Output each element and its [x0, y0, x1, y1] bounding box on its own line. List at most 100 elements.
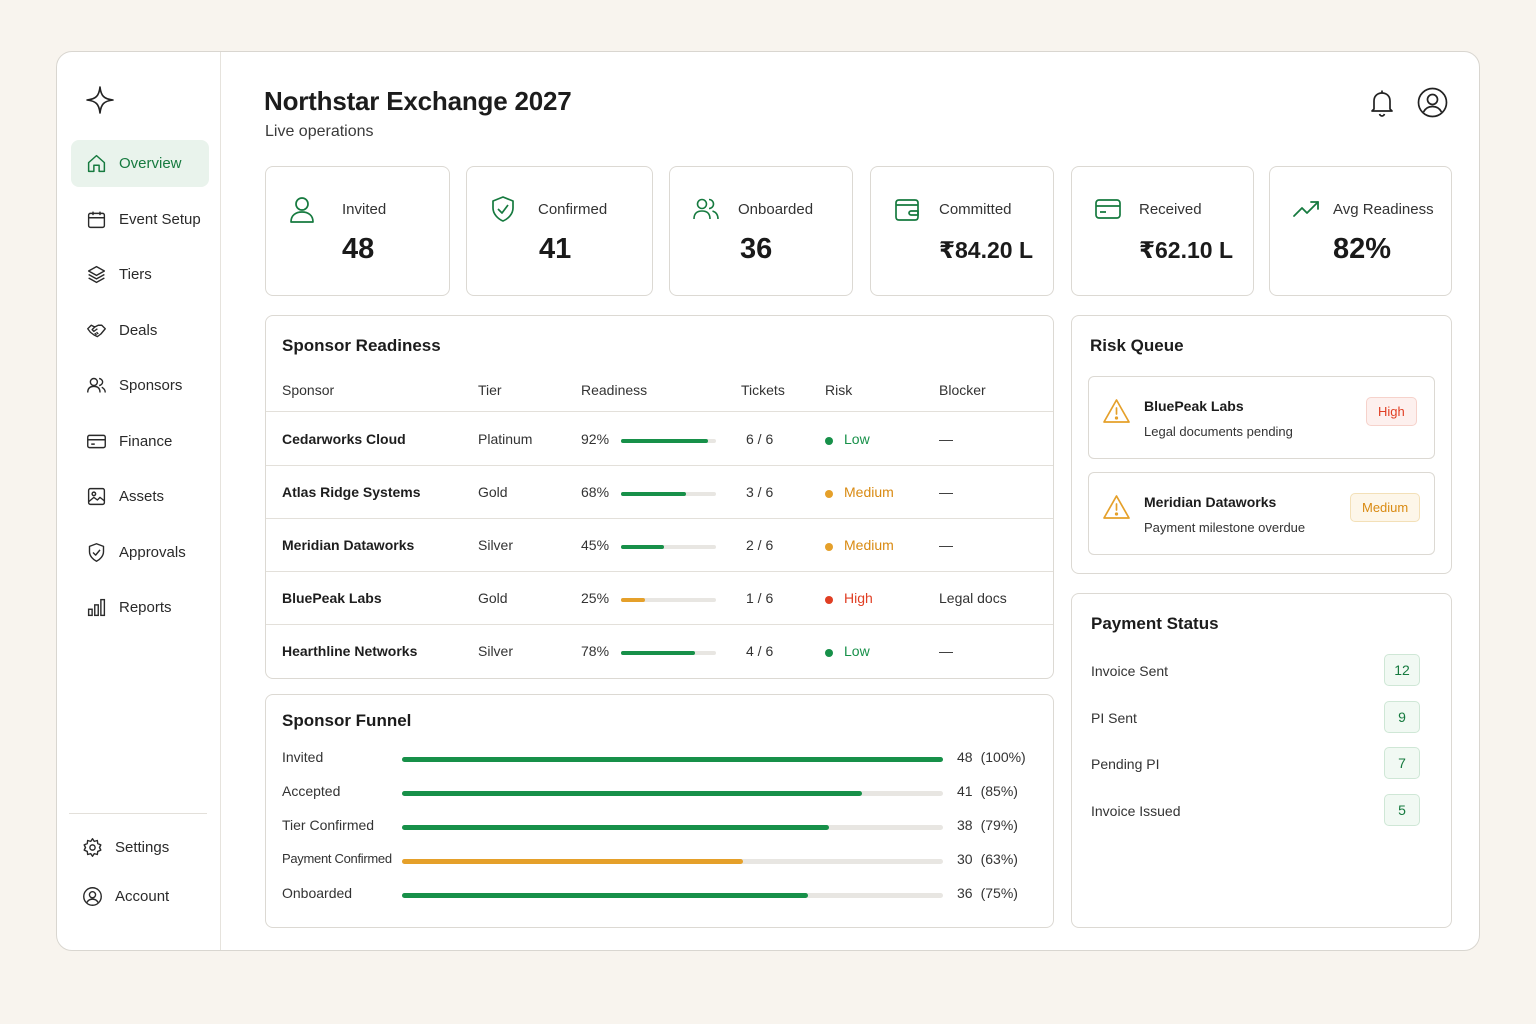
risk-item-name: BluePeak Labs: [1144, 398, 1244, 414]
funnel-stage-label: Accepted: [282, 783, 341, 799]
funnel-bar-fill: [402, 791, 862, 796]
sidebar-item-account[interactable]: Account: [69, 873, 209, 920]
column-header[interactable]: Readiness: [581, 382, 648, 398]
user-icon: [290, 197, 314, 223]
funnel-bar-fill: [402, 893, 808, 898]
risk-level: High: [844, 590, 873, 606]
blocker-text: Legal docs: [939, 590, 1007, 606]
sidebar-item-approvals[interactable]: Approvals: [71, 529, 209, 576]
funnel-bar-track: [402, 893, 943, 898]
sparkle-icon[interactable]: [85, 85, 115, 115]
warning-icon: [1103, 495, 1130, 519]
sidebar-item-finance[interactable]: Finance: [71, 418, 209, 465]
sponsor-name: Cedarworks Cloud: [282, 431, 406, 447]
sidebar-item-settings[interactable]: Settings: [69, 824, 209, 871]
ticket-count: 1 / 6: [746, 590, 774, 606]
risk-level: Medium: [844, 537, 894, 553]
column-header[interactable]: Blocker: [939, 382, 986, 398]
column-header[interactable]: Tier: [478, 382, 502, 398]
user-avatar-icon[interactable]: [1417, 87, 1448, 118]
stat-card-invited: Invited 48: [265, 166, 450, 296]
ticket-count: 3 / 6: [746, 484, 774, 500]
table-row[interactable]: Cedarworks Cloud Platinum 92% 6 / 6 Low —: [266, 413, 1053, 466]
risk-dot: [825, 649, 833, 657]
sidebar-item-label: Settings: [115, 839, 170, 856]
risk-item[interactable]: Meridian Dataworks Payment milestone ove…: [1088, 472, 1435, 555]
stat-value: ₹84.20 L: [939, 237, 1033, 263]
page-subtitle: Live operations: [265, 123, 374, 140]
payment-count-badge: 5: [1384, 793, 1420, 826]
sponsor-tier: Silver: [478, 643, 514, 659]
sidebar-item-label: Overview: [119, 155, 182, 172]
ticket-count: 4 / 6: [746, 643, 774, 659]
bell-icon[interactable]: [1369, 89, 1395, 117]
risk-item[interactable]: BluePeak Labs Legal documents pending Hi…: [1088, 376, 1435, 459]
payment-status-row[interactable]: Invoice Issued 5: [1091, 793, 1421, 828]
blocker-text: —: [939, 484, 953, 500]
funnel-bar-track: [402, 825, 943, 830]
stat-card-avg-readiness: Avg Readiness 82%: [1269, 166, 1452, 296]
sidebar-item-reports[interactable]: Reports: [71, 584, 209, 631]
funnel-bar-track: [402, 859, 943, 864]
risk-item-description: Legal documents pending: [1144, 424, 1293, 439]
section-title: Risk Queue: [1090, 336, 1184, 355]
table-row[interactable]: Meridian Dataworks Silver 45% 2 / 6 Medium —: [266, 519, 1053, 572]
funnel-stage-value: 38 (79%): [957, 817, 1018, 833]
risk-dot: [825, 596, 833, 604]
funnel-stage-value: 41 (85%): [957, 783, 1018, 799]
sponsor-tier: Platinum: [478, 431, 533, 447]
payment-status-row[interactable]: Pending PI 7: [1091, 747, 1421, 781]
calendar-icon: [85, 208, 107, 230]
sidebar-item-label: Assets: [119, 488, 165, 505]
payment-status-label: PI Sent: [1091, 709, 1137, 726]
sidebar-item-overview[interactable]: Overview: [71, 140, 209, 187]
sidebar-item-deals[interactable]: Deals: [71, 307, 209, 354]
risk-level: Medium: [844, 484, 894, 500]
sponsor-name: BluePeak Labs: [282, 590, 382, 606]
readiness-bar-fill: [621, 492, 686, 496]
sidebar-item-assets[interactable]: Assets: [71, 473, 209, 520]
stat-value: 82%: [1333, 233, 1392, 265]
warning-icon: [1103, 399, 1130, 423]
table-row[interactable]: BluePeak Labs Gold 25% 1 / 6 High Legal docs: [266, 572, 1053, 625]
funnel-percent: (85%): [980, 783, 1018, 799]
sidebar-item-tiers[interactable]: Tiers: [71, 251, 209, 298]
table-row[interactable]: Hearthline Networks Silver 78% 4 / 6 Low —: [266, 625, 1053, 678]
column-header[interactable]: Tickets: [741, 382, 785, 398]
column-header[interactable]: Sponsor: [282, 382, 335, 398]
payment-status-row[interactable]: Invoice Sent 12: [1091, 654, 1421, 688]
section-title: Payment Status: [1091, 614, 1219, 633]
stat-value: ₹62.10 L: [1139, 237, 1233, 263]
sidebar-item-label: Approvals: [119, 543, 186, 561]
readiness-percent: 92%: [581, 431, 610, 447]
funnel-percent: (79%): [980, 817, 1018, 833]
payment-status-row[interactable]: PI Sent 9: [1091, 700, 1421, 735]
funnel-percent: (63%): [980, 851, 1018, 867]
sponsor-name: Hearthline Networks: [282, 643, 418, 659]
stat-value: 41: [539, 233, 572, 265]
risk-dot: [825, 437, 833, 445]
credit-card-icon: [1095, 199, 1121, 219]
payment-count-badge: 9: [1384, 700, 1420, 733]
stat-card-onboarded: Onboarded 36: [669, 166, 853, 296]
funnel-row: Invited 48 (100%): [282, 747, 1037, 771]
funnel-stage-value: 30 (63%): [957, 851, 1018, 867]
gear-icon: [81, 837, 103, 859]
sidebar-bottom-nav: Settings Account: [69, 824, 209, 922]
stat-label: Received: [1139, 201, 1202, 218]
credit-card-icon: [85, 430, 107, 452]
payment-count-badge: 7: [1384, 747, 1420, 779]
sponsor-tier: Silver: [478, 537, 514, 553]
column-header[interactable]: Risk: [825, 382, 853, 398]
sidebar-item-sponsors[interactable]: Sponsors: [71, 362, 209, 409]
ticket-count: 2 / 6: [746, 537, 774, 553]
sponsor-readiness-panel: Sponsor Readiness Sponsor Tier Readiness…: [265, 315, 1054, 679]
readiness-bar-track: [621, 439, 716, 443]
payment-status-label: Invoice Sent: [1091, 663, 1169, 679]
table-row[interactable]: Atlas Ridge Systems Gold 68% 3 / 6 Medium —: [266, 466, 1053, 519]
sidebar-item-label: Finance: [119, 432, 173, 450]
risk-level-badge: High: [1366, 397, 1417, 426]
sidebar-item-label: Deals: [119, 321, 158, 339]
app-window: Overview Event Setup Tiers Deals: [56, 51, 1480, 951]
sidebar-item-event-setup[interactable]: Event Setup: [71, 196, 209, 243]
